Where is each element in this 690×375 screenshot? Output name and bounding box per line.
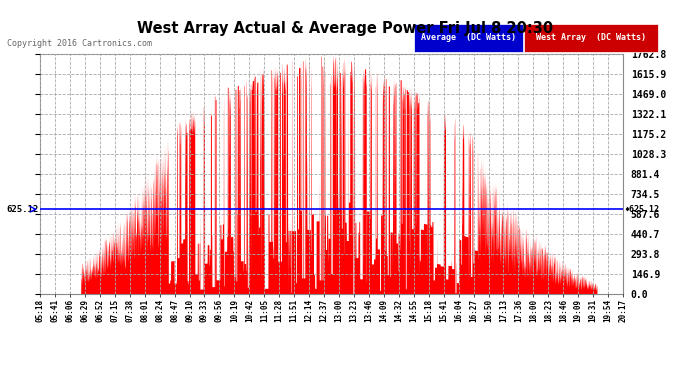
Text: 625.12: 625.12	[6, 205, 38, 214]
Text: Average  (DC Watts): Average (DC Watts)	[421, 33, 516, 42]
Text: Copyright 2016 Cartronics.com: Copyright 2016 Cartronics.com	[7, 39, 152, 48]
Text: West Array  (DC Watts): West Array (DC Watts)	[535, 33, 646, 42]
Text: West Array Actual & Average Power Fri Jul 8 20:30: West Array Actual & Average Power Fri Ju…	[137, 21, 553, 36]
Text: ♦625.12: ♦625.12	[625, 205, 660, 214]
